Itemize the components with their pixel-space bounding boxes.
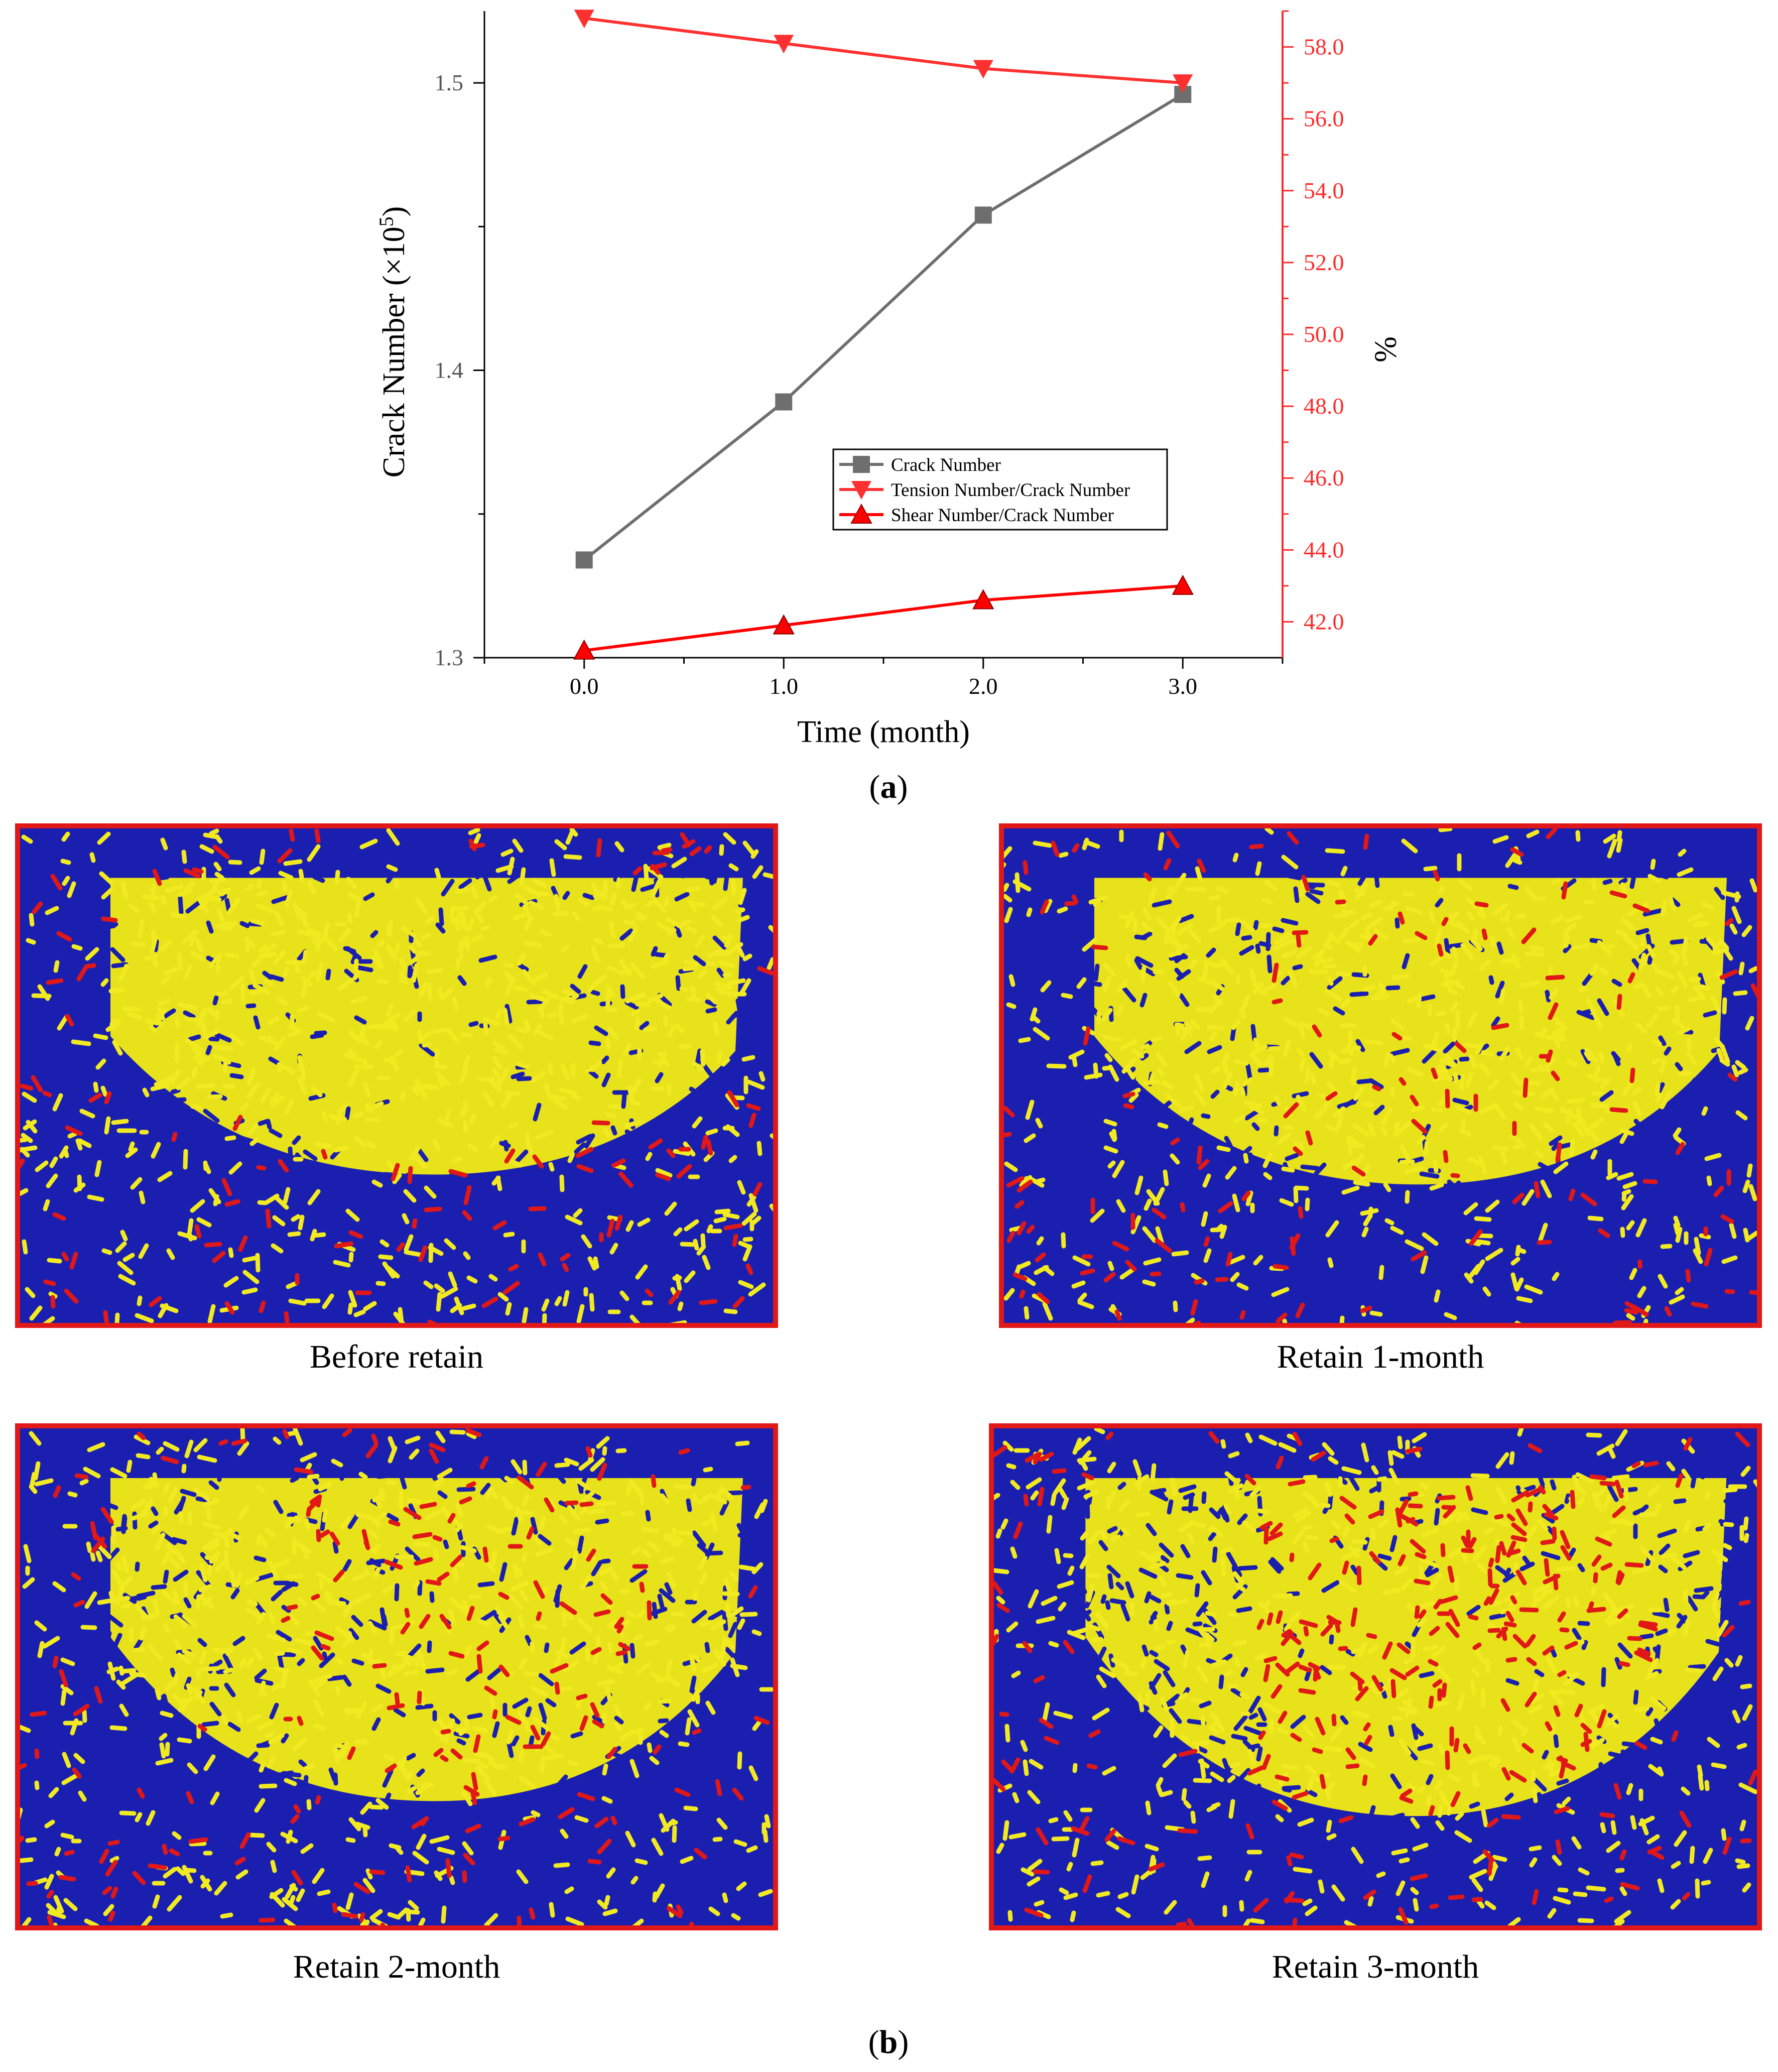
panel-b-label: (b) (868, 2024, 909, 2060)
legend-marker (850, 503, 872, 524)
y-left-tick-label: 1.5 (435, 70, 464, 95)
caption-before-retain: Before retain (309, 1338, 484, 1375)
legend-label: Shear Number/Crack Number (891, 505, 1114, 526)
panel-a-label: (a) (869, 769, 908, 805)
y-right-tick-label: 58.0 (1304, 34, 1344, 60)
y-right-tick-label: 56.0 (1304, 106, 1344, 132)
data-point (1173, 74, 1193, 93)
x-tick-label: 0.0 (570, 673, 599, 699)
intact-bonds (1004, 828, 1757, 1323)
legend-box (832, 448, 1168, 531)
legend-label: Crack Number (891, 455, 1001, 475)
tension-cracks (20, 828, 773, 1323)
crack-image-before-retain (15, 823, 778, 1328)
caption-retain-1-month: Retain 1-month (1277, 1338, 1484, 1375)
caption-retain-3-month: Retain 3-month (1272, 1948, 1479, 1985)
y-left-tick-label: 1.4 (435, 357, 464, 383)
data-point (972, 589, 994, 610)
y-left-axis-title: Crack Number (×105) (375, 206, 412, 477)
crack-network (20, 1428, 773, 1925)
y-right-tick-label: 42.0 (1304, 608, 1344, 634)
intact-bonds (20, 828, 773, 1323)
data-point (775, 393, 793, 411)
legend-marker (851, 481, 871, 500)
y-right-tick-label: 48.0 (1304, 393, 1344, 419)
shear-cracks (994, 1428, 1757, 1925)
crack-image-retain-3-month (989, 1423, 1762, 1930)
crack-image-retain-1-month (999, 823, 1762, 1328)
y-left-tick-label: 1.3 (435, 645, 464, 670)
intact-bonds (20, 1428, 773, 1925)
data-point (575, 551, 593, 569)
data-point (974, 206, 992, 224)
tension-cracks (20, 1428, 770, 1925)
crack-network (20, 828, 773, 1323)
y-right-axis-title: % (1368, 336, 1403, 362)
legend-marker (853, 456, 870, 473)
tension-cracks (994, 1431, 1757, 1925)
y-right-tick-label: 46.0 (1304, 465, 1344, 491)
series-line (584, 584, 1183, 652)
y-right-tick-label: 54.0 (1304, 178, 1344, 203)
intact-region (1085, 1478, 1727, 1816)
y-right-tick-label: 44.0 (1304, 537, 1344, 562)
series-line (584, 17, 1183, 85)
data-point (773, 614, 795, 635)
data-point (574, 10, 594, 29)
x-tick-label: 2.0 (969, 673, 998, 699)
x-tick-label: 3.0 (1169, 673, 1198, 699)
tension-cracks (1004, 828, 1757, 1323)
series-line (583, 93, 1184, 561)
data-point (774, 35, 794, 54)
shear-cracks (1004, 828, 1757, 1323)
crack-network (1004, 828, 1757, 1323)
data-point (973, 60, 993, 79)
caption-retain-2-month: Retain 2-month (293, 1948, 500, 1985)
crack-network (994, 1428, 1757, 1925)
y-right-tick-label: 52.0 (1304, 250, 1344, 275)
x-axis-title: Time (month) (797, 715, 970, 749)
line-chart: 0.0 1.0 2.0 3.0 Time (month) 1.3 1.4 1.5 Crack N… (375, 10, 1403, 749)
crack-image-retain-2-month (15, 1423, 778, 1930)
legend-label: Tension Number/Crack Number (891, 480, 1130, 501)
x-tick-label: 1.0 (770, 673, 799, 699)
data-point (1172, 574, 1194, 595)
y-right-tick-label: 50.0 (1304, 321, 1344, 347)
data-point (573, 639, 595, 660)
